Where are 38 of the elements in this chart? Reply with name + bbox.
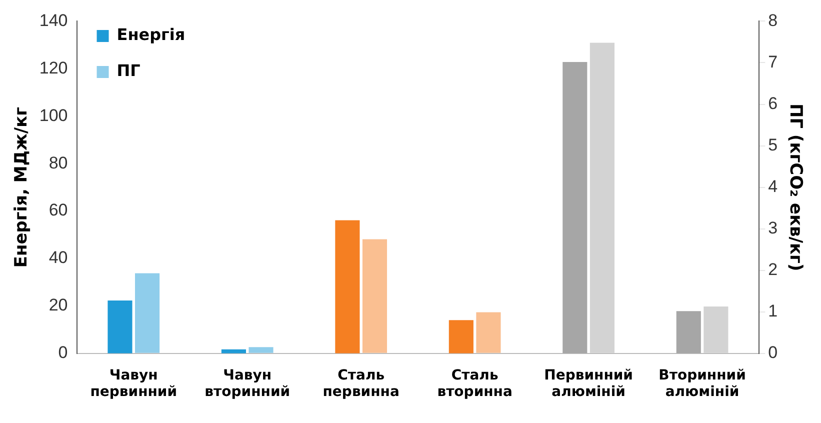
- y2-tick-label: 2: [768, 260, 778, 280]
- y2-tick-label: 6: [768, 94, 778, 113]
- x-tick-label: Сталь первинна: [322, 367, 400, 400]
- bar: [562, 62, 588, 354]
- y2-tick-label: 3: [768, 218, 778, 238]
- y-tick-label: 40: [48, 248, 68, 268]
- bar: [108, 300, 132, 354]
- legend-label: Енергія: [116, 25, 186, 44]
- x-tick-label: Чавун вторинний: [204, 367, 290, 400]
- bar: [248, 347, 274, 353]
- y2-tick-label: 5: [768, 135, 778, 154]
- x-tick-label: Чавун первинний: [90, 367, 178, 400]
- y2-axis-title: ПГ (кгCO₂ екв/кг): [785, 103, 806, 272]
- y-tick-label: 20: [48, 296, 68, 315]
- y2-tick-label: 7: [768, 52, 778, 72]
- y-axis-title: Енергія, МДж/кг: [12, 106, 32, 268]
- bar: [362, 239, 388, 353]
- x-tick-label: Сталь вторинна: [437, 367, 512, 400]
- bar: [448, 320, 474, 354]
- y2-tick-label: 1: [768, 302, 778, 321]
- y-tick-label: 60: [48, 200, 68, 220]
- y2-tick-label: 4: [768, 176, 778, 196]
- bar: [335, 220, 360, 354]
- bar: [704, 306, 728, 353]
- y-tick-label: 100: [39, 106, 68, 125]
- y2-tick-label: 8: [768, 10, 778, 30]
- y-tick-label: 140: [39, 10, 68, 30]
- bar: [676, 311, 701, 354]
- y-tick-label: 80: [48, 153, 68, 172]
- x-tick-label: Первинний алюміній: [544, 367, 633, 400]
- bar: [590, 42, 614, 353]
- y2-tick-label: 0: [768, 343, 778, 362]
- x-tick-label: Вторинний алюміній: [658, 367, 746, 400]
- y-tick-label: 120: [39, 58, 68, 78]
- bar: [476, 312, 501, 353]
- bar: [134, 273, 160, 353]
- y-tick-label: 0: [58, 343, 68, 362]
- legend-label: ПГ: [116, 61, 140, 80]
